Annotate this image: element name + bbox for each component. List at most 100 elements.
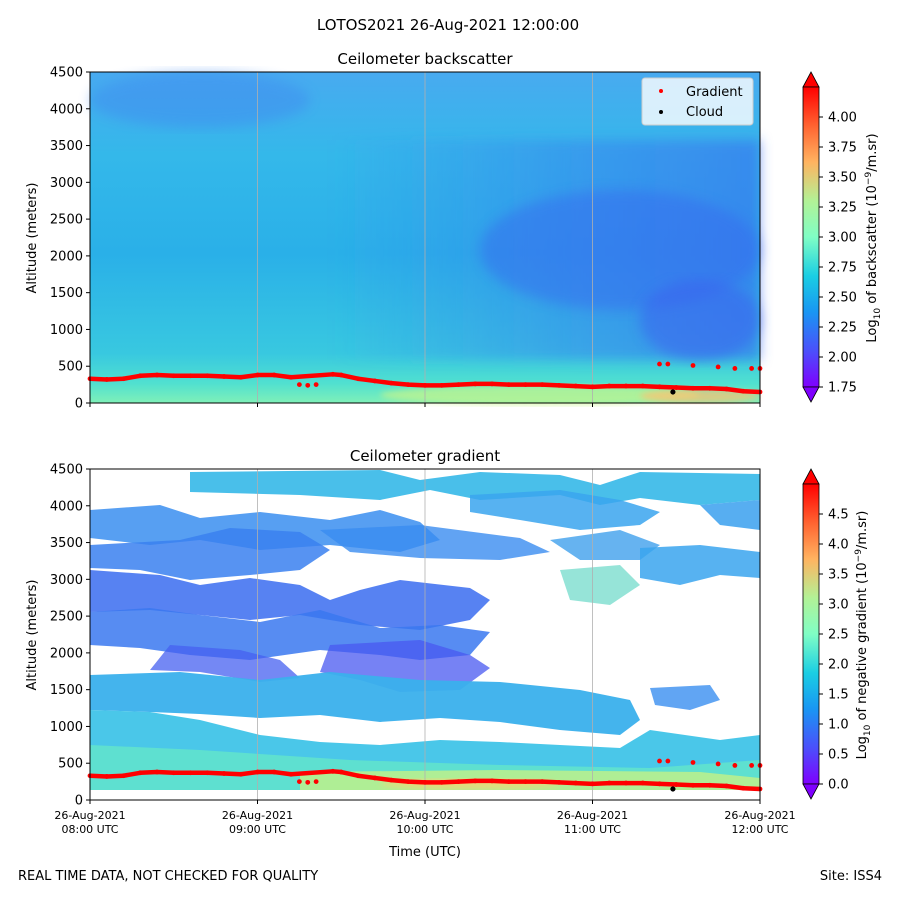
gradient-point (472, 778, 478, 784)
colorbar-tick-label: 2.25 (828, 321, 857, 336)
colorbar-tick-label: 2.5 (828, 628, 849, 643)
x-tick-label: 11:00 UTC (564, 823, 621, 836)
y-tick-label: 1500 (50, 683, 83, 698)
gradient-point (740, 388, 746, 394)
legend-label-gradient: Gradient (686, 85, 743, 100)
y-tick-label: 2500 (50, 213, 83, 228)
gradient-point (749, 366, 755, 371)
y-tick-label: 0 (75, 794, 83, 809)
gradient-point (204, 770, 210, 776)
gradient-point (539, 779, 545, 785)
gradient-point (707, 782, 713, 788)
y-axis-gradient: 0 500 1000 1500 2000 2500 3000 3500 4000 4500 (50, 463, 90, 809)
y-tick-label: 1000 (50, 720, 83, 735)
x-tick-label: 08:00 UTC (61, 823, 118, 836)
gradient-point (673, 782, 679, 787)
gradient-point (188, 373, 193, 379)
gradient-point (715, 761, 721, 767)
y-tick-label: 4000 (50, 499, 83, 514)
gradient-point (506, 779, 512, 785)
gradient-point (296, 382, 302, 388)
gradient-point (573, 383, 579, 389)
gradient-point (573, 780, 579, 786)
x-tick-label: 26-Aug-2021 (724, 809, 795, 822)
gradient-point (137, 373, 143, 379)
gradient-point (640, 383, 646, 389)
colorbar-backscatter: 1.75 2.00 2.25 2.50 2.75 3.00 3.25 3.50 3.75 4.00… (802, 71, 883, 403)
y-tick-label: 1500 (50, 286, 83, 301)
colorbar-label-backscatter: Log10 of backscatter (10−9/m.sr) (864, 133, 883, 342)
gradient-point (623, 780, 629, 786)
gradient-series-line (89, 769, 761, 792)
gradient-point (255, 372, 260, 378)
ylabel-backscatter: Altitude (meters) (25, 183, 40, 294)
colorbar-tick-label: 1.5 (828, 688, 849, 703)
gradient-point (389, 777, 394, 783)
gradient-point (715, 364, 721, 370)
gradient-point (657, 361, 662, 367)
gradient-point (121, 376, 126, 382)
x-tick-label: 26-Aug-2021 (557, 809, 628, 822)
panel-title-gradient: Ceilometer gradient (350, 447, 500, 465)
ylabel-gradient: Altitude (meters) (25, 580, 40, 691)
gradient-point (372, 378, 378, 384)
gradient-point (556, 779, 562, 785)
y-tick-label: 2000 (50, 249, 83, 264)
colorbar-tick-label: 2.0 (828, 658, 849, 673)
gradient-point (104, 377, 110, 382)
colorbar-tick-label: 3.0 (828, 598, 849, 613)
gradient-point (439, 779, 445, 785)
colorbar-tick-label: 4.00 (828, 111, 857, 126)
gradient-point (422, 382, 428, 388)
gradient-point (673, 385, 679, 390)
gradient-point (238, 374, 244, 380)
gradient-point (305, 382, 311, 388)
gradient-point (338, 372, 344, 378)
gradient-point (330, 371, 336, 377)
gradient-point (732, 366, 738, 371)
grid-gradient (257, 469, 593, 800)
gradient-point (389, 380, 394, 386)
gradient-point (154, 769, 160, 775)
gradient-point (640, 780, 646, 786)
gradient-point (690, 363, 696, 368)
gradient-point (489, 778, 495, 784)
colorbar-gradient: 0.0 0.5 1.0 1.5 2.0 2.5 3.0 3.5 4.0 4.5 Log10 of … (802, 468, 873, 800)
gradient-point (296, 779, 302, 785)
gradient-point (154, 372, 160, 378)
colorbar-tick-label: 1.75 (828, 381, 857, 396)
y-tick-label: 4500 (50, 463, 83, 478)
gradient-point (221, 374, 227, 379)
gradient-point (355, 773, 361, 779)
colorbar-tick-label: 2.75 (828, 261, 857, 276)
cloud-point (670, 389, 676, 395)
gradient-point (590, 781, 595, 787)
legend: Gradient Cloud (641, 77, 754, 126)
gradient-point (405, 779, 411, 785)
xlabel-gradient: Time (UTC) (388, 845, 461, 860)
panel-title-backscatter: Ceilometer backscatter (337, 50, 513, 68)
colorbar-tick-label: 3.00 (828, 231, 857, 246)
colorbar-tick-label: 3.75 (828, 141, 857, 156)
gradient-point (288, 374, 294, 380)
y-axis-backscatter: 0 500 1000 1500 2000 2500 3000 3500 4000 4500 (50, 66, 90, 412)
gradient-point (657, 384, 662, 390)
panel-gradient: Ceilometer gradient (25, 447, 873, 860)
gradient-point (690, 760, 696, 765)
gradient-point (313, 779, 319, 785)
y-tick-label: 500 (58, 360, 83, 375)
gradient-point (707, 385, 713, 391)
y-tick-label: 2500 (50, 610, 83, 625)
x-tick-label: 26-Aug-2021 (222, 809, 293, 822)
gradient-point (355, 376, 361, 382)
suptitle: LOTOS2021 26-Aug-2021 12:00:00 (317, 16, 579, 34)
gradient-point (489, 381, 495, 387)
gradient-point (724, 783, 729, 789)
x-tick-label: 12:00 UTC (731, 823, 788, 836)
x-tick-label: 10:00 UTC (396, 823, 453, 836)
gradient-point (506, 382, 512, 388)
gradient-point (405, 382, 411, 388)
grid-backscatter (257, 72, 593, 403)
gradient-point (305, 779, 311, 785)
